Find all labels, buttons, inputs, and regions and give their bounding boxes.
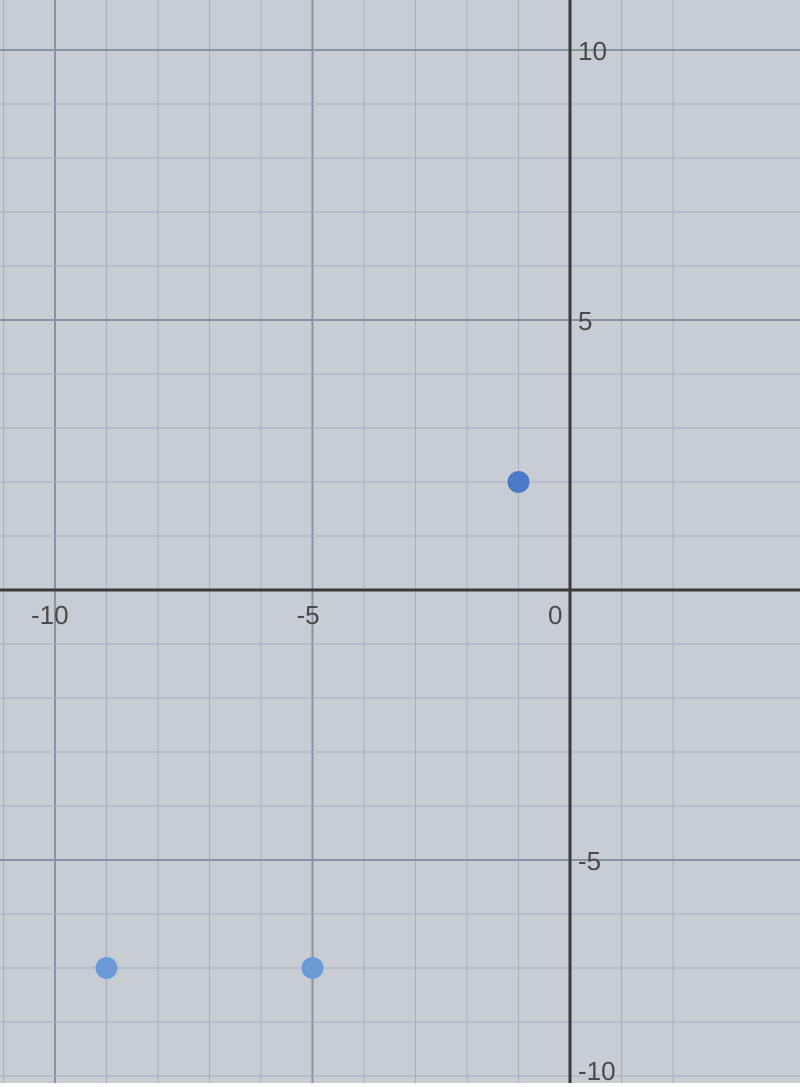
x-tick-label: 0: [548, 600, 562, 631]
y-tick-label: -10: [578, 1056, 616, 1087]
y-tick-label: 10: [578, 36, 607, 67]
y-tick-label: 5: [578, 306, 592, 337]
y-tick-label: -5: [578, 846, 601, 877]
x-tick-label: -10: [31, 600, 69, 631]
chart-canvas: [0, 0, 800, 1083]
x-tick-label: -5: [297, 600, 320, 631]
scatter-chart: -10-50105-5-10: [0, 0, 800, 1083]
